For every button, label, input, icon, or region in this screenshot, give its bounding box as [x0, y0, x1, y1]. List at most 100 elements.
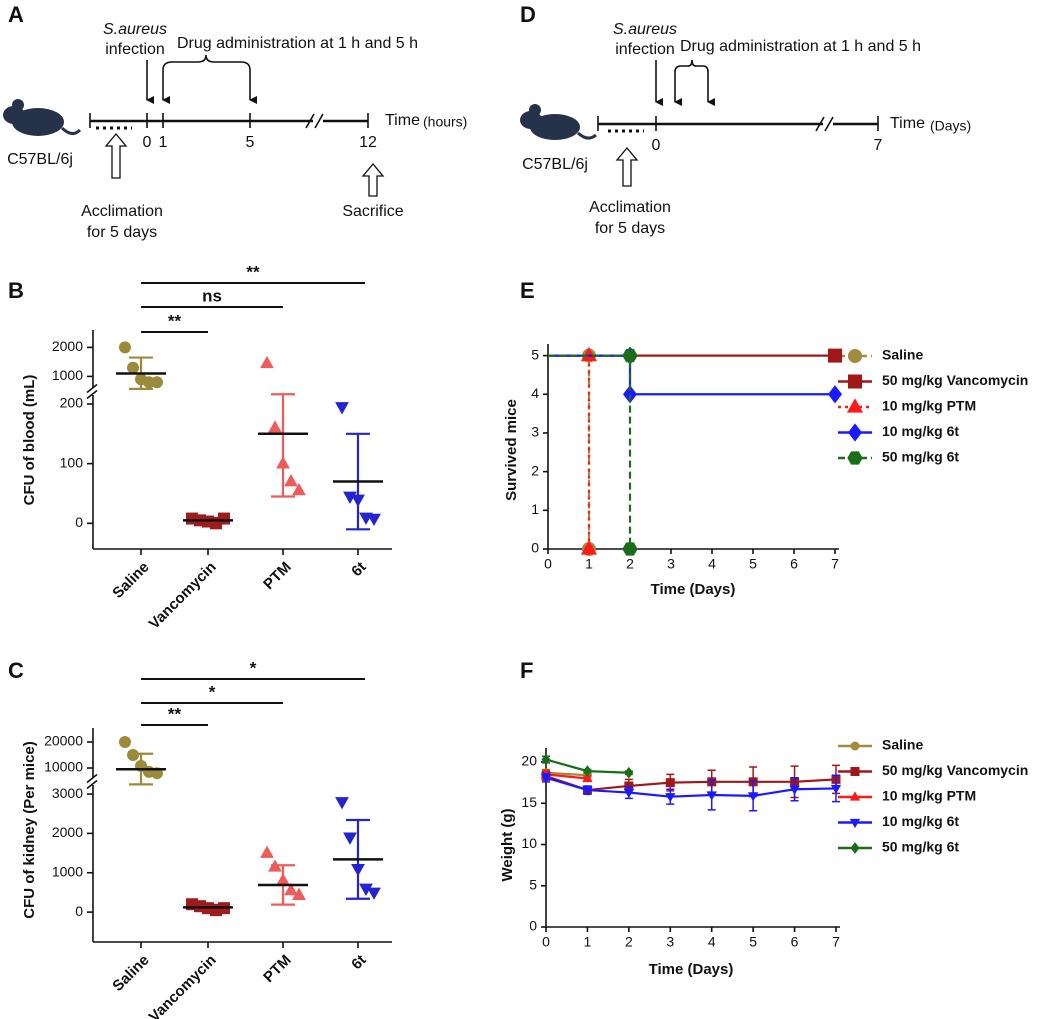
x-axis-label: Time (Days)	[649, 961, 734, 978]
legend-label: 50 mg/kg 6t	[882, 449, 959, 465]
y-tick-label: 1	[531, 501, 539, 517]
y-axis-label: Survived mice	[503, 399, 520, 501]
marker	[151, 376, 163, 389]
acclimation-label: Acclimation	[589, 199, 671, 216]
y-tick-label: 5	[531, 346, 539, 362]
x-tick-label: PTM	[260, 559, 294, 593]
marker	[119, 736, 131, 749]
y-tick-label: 15	[521, 794, 537, 810]
time-label: Time	[385, 112, 420, 129]
mouse-icon	[3, 99, 82, 136]
y-tick-label: 200	[60, 395, 84, 411]
marker	[846, 398, 864, 413]
marker	[850, 767, 860, 776]
marker	[622, 348, 638, 363]
x-tick-label: 4	[708, 556, 716, 572]
marker	[850, 741, 860, 751]
drug-label: Drug administration at 1 h and 5 h	[680, 38, 921, 55]
time-unit: (hours)	[423, 114, 467, 130]
series-line	[545, 776, 837, 798]
marker	[119, 341, 131, 354]
y-axis-label: CFU of blood (mL)	[21, 375, 38, 506]
strain-label: S.aureus	[613, 21, 677, 38]
open-arrow	[361, 162, 385, 197]
marker	[335, 402, 349, 415]
significance-label: **	[168, 311, 182, 330]
axis-break	[86, 383, 98, 400]
y-tick-label: 0	[529, 918, 537, 934]
marker	[260, 845, 274, 858]
marker	[540, 774, 552, 784]
marker	[292, 887, 306, 900]
panel-letter: D	[520, 2, 536, 27]
strain-label: S.aureus	[103, 21, 167, 38]
x-tick-label: Saline	[109, 952, 152, 995]
marker	[367, 513, 381, 527]
timeline-tick-label: 5	[246, 134, 255, 151]
y-tick-label: 1000	[52, 367, 83, 383]
acclimation-days: for 5 days	[87, 224, 157, 241]
y-tick-label: 0	[531, 540, 539, 556]
y-tick-label: 10000	[44, 759, 83, 775]
x-tick-label: 6t	[348, 952, 369, 973]
time-unit: (Days)	[930, 118, 971, 134]
timeline-tick-label: 12	[359, 134, 377, 151]
y-tick-label: 0	[75, 514, 83, 530]
marker	[828, 385, 842, 404]
legend-label: 10 mg/kg PTM	[882, 788, 976, 804]
marker	[849, 791, 861, 801]
x-tick-label: 7	[832, 934, 840, 950]
legend-label: Saline	[882, 737, 923, 753]
legend-label: 10 mg/kg 6t	[882, 423, 959, 439]
y-tick-label: 20	[521, 753, 537, 769]
marker	[706, 791, 717, 801]
x-tick-label: 3	[667, 556, 675, 572]
marker	[624, 781, 634, 791]
x-tick-label: 2	[625, 934, 633, 950]
marker	[359, 883, 373, 896]
brace	[162, 54, 251, 71]
x-tick-label: 1	[585, 556, 593, 572]
marker	[624, 766, 634, 779]
y-tick-label: 10	[521, 835, 537, 851]
significance-label: **	[168, 704, 182, 723]
timeline-tick-label: 7	[874, 137, 883, 154]
marker	[828, 348, 842, 363]
marker	[580, 346, 598, 362]
marker	[284, 882, 298, 896]
y-tick-label: 0	[75, 903, 83, 919]
y-tick-label: 20000	[44, 733, 83, 749]
timeline-break	[305, 113, 324, 129]
y-tick-label: 3	[531, 424, 539, 440]
x-tick-label: 3	[666, 934, 674, 950]
timeline-tick-label: 1	[159, 134, 168, 151]
marker	[848, 423, 862, 442]
y-tick-label: 2	[531, 462, 539, 478]
significance-label: **	[246, 262, 260, 281]
x-tick-label: 6t	[348, 559, 369, 580]
marker	[292, 483, 306, 496]
mouse-icon	[520, 104, 597, 140]
marker	[847, 451, 863, 465]
panel-letter: E	[520, 278, 535, 303]
x-tick-label: 5	[749, 556, 757, 572]
x-axis-label: Time (Days)	[651, 581, 736, 598]
series-line	[545, 773, 588, 780]
marker	[580, 540, 598, 555]
marker	[849, 818, 861, 829]
panel-d: D C57BL/6j 0 7 Time (Days) S.aureus infe…	[520, 2, 971, 237]
x-tick-label: 0	[542, 934, 550, 950]
y-tick-label: 2000	[52, 824, 83, 840]
legend-label: 50 mg/kg Vancomycin	[882, 762, 1028, 778]
x-tick-label: Vancomycin	[146, 559, 220, 633]
mouse-strain: C57BL/6j	[7, 151, 73, 168]
x-tick-label: 0	[544, 556, 552, 572]
marker	[541, 753, 551, 766]
x-tick-label: 6	[790, 556, 798, 572]
x-tick-label: Vancomycin	[146, 952, 220, 1019]
marker	[848, 374, 862, 389]
marker	[582, 772, 593, 783]
sacrifice-label: Sacrifice	[342, 203, 403, 220]
panel-letter: F	[520, 658, 533, 683]
x-tick-label: 6	[791, 934, 799, 950]
